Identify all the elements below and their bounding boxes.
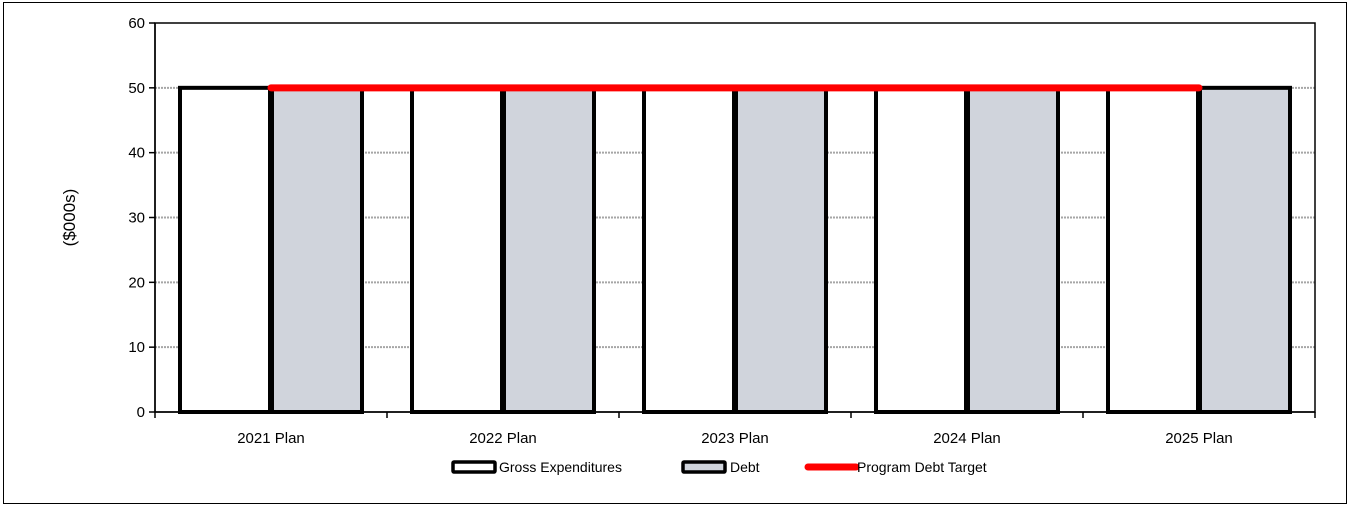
y-tick-label: 20	[128, 274, 145, 291]
x-tick-label: 2021 Plan	[237, 430, 305, 447]
y-tick-label: 50	[128, 80, 145, 97]
bar-gross-expenditures	[410, 85, 504, 414]
legend-label-debt: Debt	[730, 459, 760, 475]
bar-debt	[1198, 85, 1292, 414]
x-tick-label: 2023 Plan	[701, 430, 769, 447]
y-tick-label: 10	[128, 339, 145, 356]
y-axis: 0 10 20 30 40 50 60	[128, 15, 156, 421]
y-axis-label: ($000s)	[60, 189, 79, 247]
y-tick-label: 30	[128, 210, 145, 227]
x-tick-label: 2024 Plan	[933, 430, 1001, 447]
bars	[178, 85, 1292, 414]
x-tick-label: 2025 Plan	[1165, 430, 1233, 447]
bar-debt	[734, 85, 828, 414]
bar-debt	[966, 85, 1060, 414]
bar-debt	[502, 85, 596, 414]
bar-gross-expenditures	[642, 85, 736, 414]
legend: Gross Expenditures Debt Program Debt Targe…	[451, 459, 987, 475]
y-tick-label: 40	[128, 145, 145, 162]
bar-gross-expenditures	[874, 85, 968, 414]
legend-swatch-debt	[681, 460, 727, 474]
legend-label-program-debt-target: Program Debt Target	[857, 459, 987, 475]
y-tick-label: 0	[137, 404, 145, 421]
legend-swatch-gross-expenditures	[451, 460, 497, 474]
bar-debt	[270, 85, 364, 414]
legend-label-gross-expenditures: Gross Expenditures	[499, 459, 622, 475]
bar-gross-expenditures	[178, 85, 272, 414]
x-axis: 2021 Plan 2022 Plan 2023 Plan 2024 Plan 2025…	[154, 411, 1316, 447]
bar-gross-expenditures	[1106, 85, 1200, 414]
y-tick-label: 60	[128, 15, 145, 32]
x-tick-label: 2022 Plan	[469, 430, 537, 447]
